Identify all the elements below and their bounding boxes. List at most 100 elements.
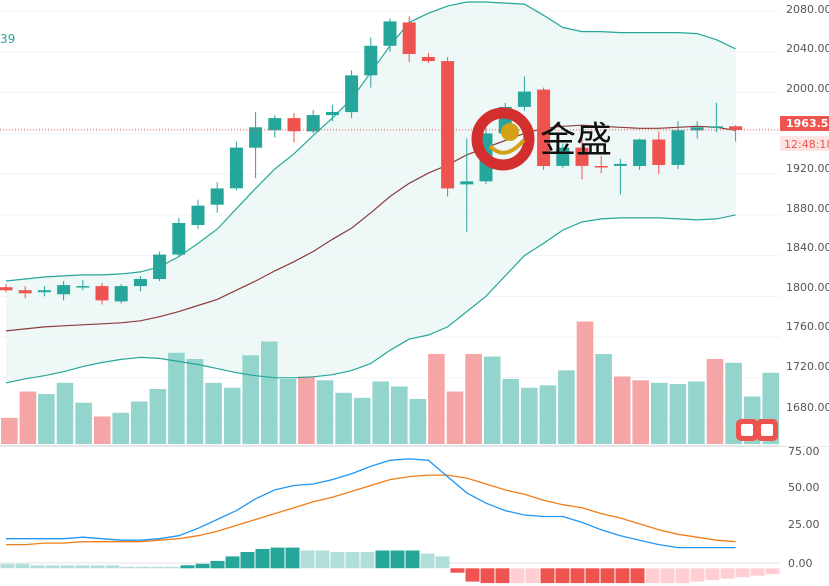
countdown-tag: [780, 136, 829, 151]
current-price-tag: [780, 116, 829, 131]
histogram-bar: [615, 568, 630, 584]
candle-body[interactable]: [37, 290, 51, 293]
candle-body[interactable]: [690, 127, 704, 131]
histogram-bar: [45, 565, 60, 569]
price-axis-label: 1760.00: [786, 320, 829, 333]
histogram-bar: [0, 563, 15, 569]
indicator-axis-label: 50.00: [788, 481, 820, 494]
histogram-bar: [300, 550, 315, 569]
candle-body[interactable]: [95, 286, 109, 301]
volume-bar: [613, 376, 631, 444]
histogram-bar: [585, 568, 600, 584]
candle-body[interactable]: [517, 91, 531, 107]
logo-swoosh-icon: [488, 138, 526, 155]
histogram-bar: [750, 568, 765, 576]
histogram-bar: [510, 568, 525, 584]
candle-body[interactable]: [268, 118, 282, 131]
price-axis-label: 1840.00: [786, 241, 829, 254]
price-axis-background: [780, 0, 829, 446]
candle-body[interactable]: [421, 57, 435, 62]
histogram-bar: [285, 547, 300, 569]
candle-body[interactable]: [633, 139, 647, 167]
histogram-bar: [255, 549, 270, 569]
indicator-axis[interactable]: 75.00 50.00 25.00 0.00: [780, 445, 829, 586]
price-axis-label: 1800.00: [786, 281, 829, 294]
volume-bar: [539, 385, 557, 445]
histogram-bar: [60, 565, 75, 569]
volume-bar: [298, 376, 315, 444]
histogram-bar: [360, 552, 375, 569]
histogram-bar: [660, 568, 675, 584]
candle-body[interactable]: [210, 188, 224, 205]
candle-body[interactable]: [306, 115, 320, 132]
volume-panel-badges: [736, 419, 778, 441]
histogram-bar: [210, 560, 225, 569]
price-axis-label: 1720.00: [786, 360, 829, 373]
price-axis-label: 2040.00: [786, 42, 829, 55]
volume-bar: [688, 381, 705, 444]
candle-body[interactable]: [729, 126, 743, 130]
histogram-bar: [720, 568, 735, 579]
volume-bar: [186, 359, 204, 444]
candle-body[interactable]: [671, 130, 685, 165]
candle-body[interactable]: [325, 112, 339, 116]
histogram-bar: [735, 568, 750, 578]
candle-body[interactable]: [114, 286, 128, 302]
candle-body[interactable]: [556, 147, 570, 166]
candle-body[interactable]: [18, 290, 32, 294]
logo-sun-icon: [501, 123, 519, 141]
histogram-bar: [345, 552, 360, 569]
price-axis-label: 1920.00: [786, 162, 829, 175]
candle-body[interactable]: [537, 89, 551, 166]
candle-body[interactable]: [613, 163, 627, 166]
candle-body[interactable]: [229, 147, 243, 189]
histogram-bar: [765, 568, 780, 575]
histogram-bar: [90, 565, 105, 569]
histogram-bar: [390, 550, 405, 569]
indicator-panel: [0, 458, 780, 584]
candle-body[interactable]: [249, 127, 263, 148]
price-axis-label: 2000.00: [786, 82, 829, 95]
histogram-bar: [675, 568, 690, 584]
histogram-bar: [570, 568, 585, 584]
volume-bar: [651, 382, 668, 445]
candle-body[interactable]: [594, 166, 608, 168]
candle-body[interactable]: [383, 21, 397, 46]
histogram-bar: [600, 568, 615, 584]
candle-body[interactable]: [441, 61, 455, 189]
candle-body[interactable]: [133, 279, 147, 287]
candle-body[interactable]: [575, 147, 589, 166]
volume-bar: [428, 354, 445, 444]
candle-body[interactable]: [0, 287, 13, 291]
volume-bar: [205, 382, 222, 445]
volume-bar: [38, 394, 55, 444]
candle-body[interactable]: [460, 181, 474, 185]
histogram-bar: [495, 568, 510, 584]
histogram-bar: [525, 568, 540, 584]
candle-body[interactable]: [76, 286, 90, 288]
candle-body[interactable]: [709, 126, 723, 128]
candle-body[interactable]: [287, 118, 301, 132]
histogram-bar: [450, 568, 465, 573]
watermark-text: 金盛: [540, 120, 612, 161]
candle-body[interactable]: [402, 22, 416, 54]
candle-body[interactable]: [172, 223, 186, 255]
price-axis-label: 2080.00: [786, 3, 829, 16]
histogram-bar: [420, 553, 435, 569]
candle-body[interactable]: [191, 205, 205, 225]
volume-bar: [131, 401, 148, 444]
volume-bar: [279, 379, 297, 444]
volume-bar: [168, 352, 185, 445]
volume-bar: [1, 417, 18, 445]
histogram-bar: [315, 550, 330, 569]
price-axis[interactable]: 2080.00 2040.00 2000.00 1960.00 1920.00 …: [780, 0, 829, 446]
candle-body[interactable]: [345, 75, 359, 113]
candle-body[interactable]: [57, 285, 71, 295]
candle-body[interactable]: [364, 45, 378, 76]
candle-body[interactable]: [652, 139, 666, 166]
volume-bar: [56, 382, 74, 445]
candle-body[interactable]: [153, 254, 167, 279]
histogram-bar: [165, 566, 180, 569]
volume-bar: [112, 412, 129, 445]
